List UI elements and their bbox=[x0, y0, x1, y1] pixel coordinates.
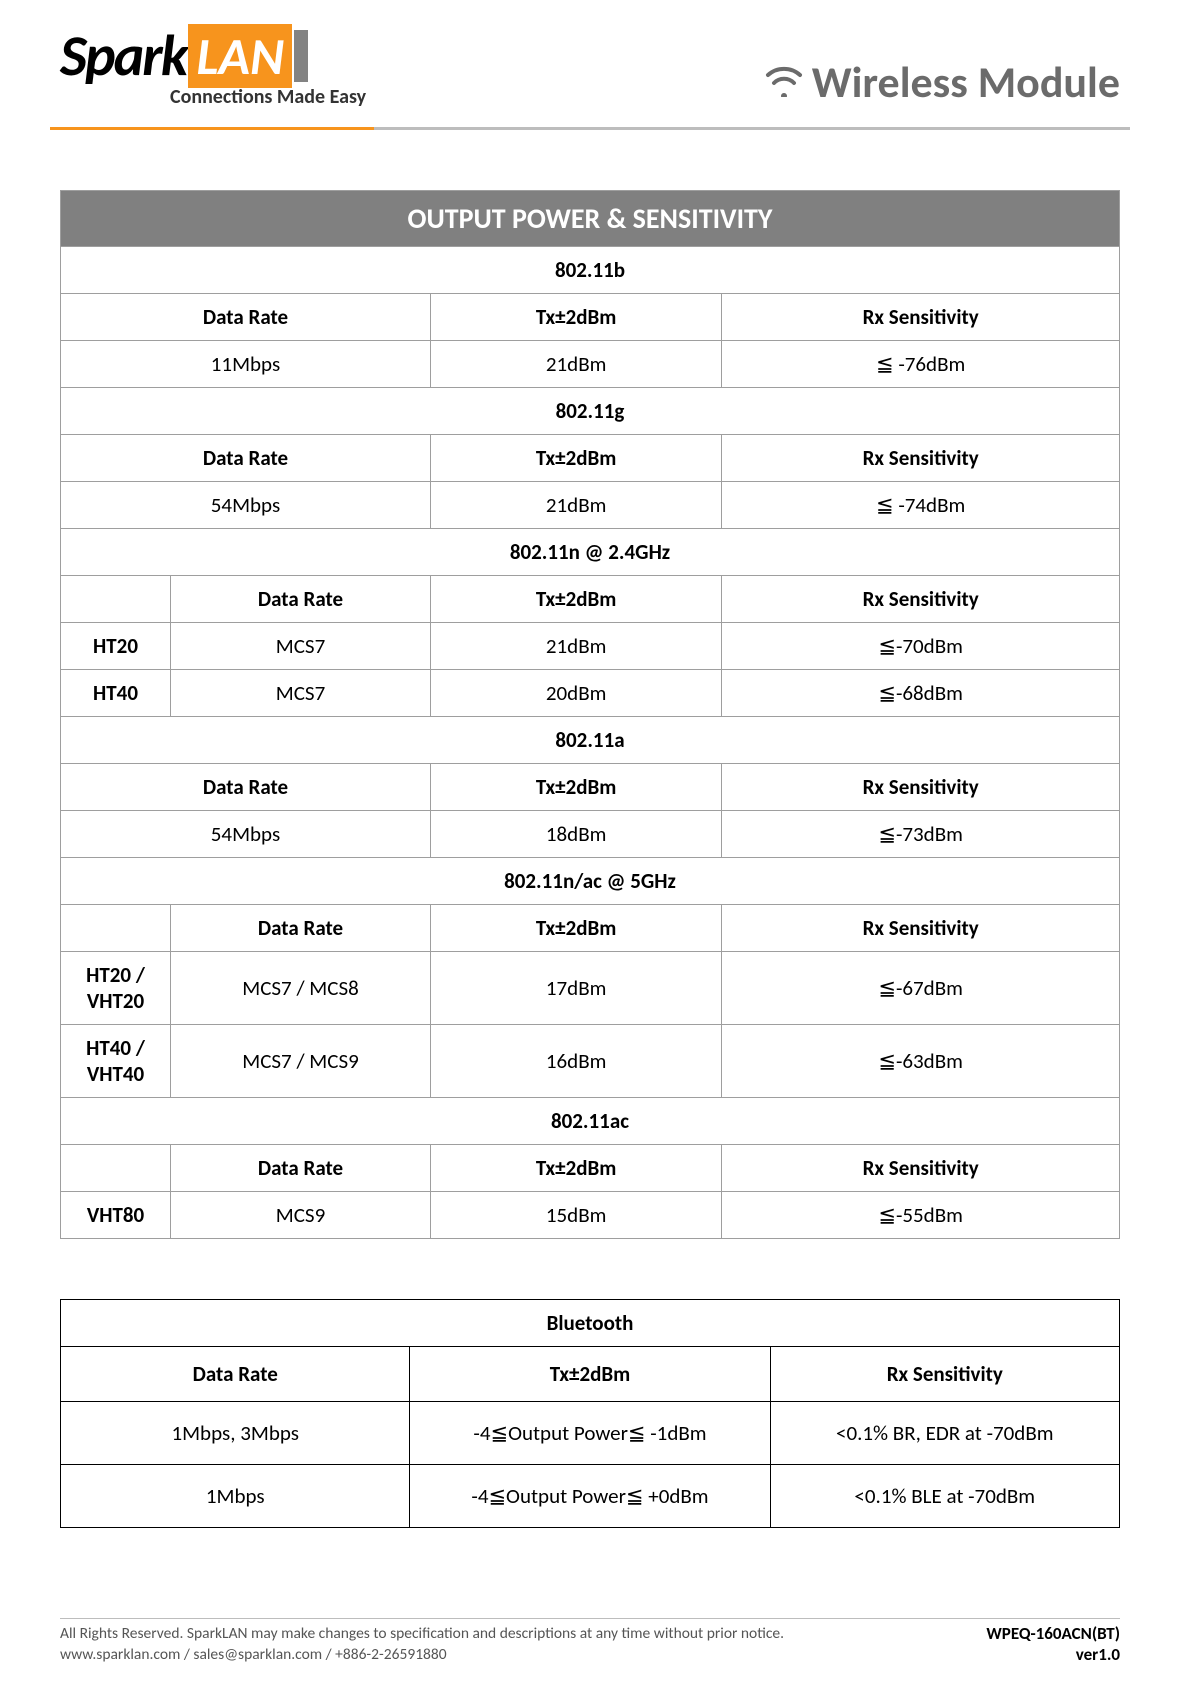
cell-rate: MCS7 / MCS8 bbox=[171, 952, 431, 1025]
col-data-rate: Data Rate bbox=[61, 435, 431, 482]
cell-rate: 54Mbps bbox=[61, 482, 431, 529]
col-rx: Rx Sensitivity bbox=[722, 435, 1120, 482]
footer-version: ver1.0 bbox=[986, 1644, 1120, 1665]
footer-left: All Rights Reserved. SparkLAN may make c… bbox=[60, 1623, 784, 1666]
section-80211nac-5: 802.11n/ac @ 5GHz bbox=[61, 858, 1120, 905]
cell-tx: 21dBm bbox=[431, 341, 722, 388]
cell-rx: ≦ -76dBm bbox=[722, 341, 1120, 388]
cell-rx: ≦-63dBm bbox=[722, 1025, 1120, 1098]
header-title-text: Wireless Module bbox=[812, 55, 1120, 109]
footer-model: WPEQ-160ACN(BT) bbox=[986, 1623, 1120, 1644]
page-footer: All Rights Reserved. SparkLAN may make c… bbox=[0, 1618, 1180, 1666]
content: OUTPUT POWER & SENSITIVITY 802.11b Data … bbox=[0, 130, 1180, 1528]
table-row: 11Mbps 21dBm ≦ -76dBm bbox=[61, 341, 1120, 388]
cell-mode: HT40 bbox=[61, 670, 171, 717]
col-tx: Tx±2dBm bbox=[431, 905, 722, 952]
section-80211a: 802.11a bbox=[61, 717, 1120, 764]
logo: Spark LAN Connections Made Easy bbox=[60, 20, 366, 109]
logo-bar-icon bbox=[294, 30, 308, 82]
table-row: HT20 / VHT20 MCS7 / MCS8 17dBm ≦-67dBm bbox=[61, 952, 1120, 1025]
table-row: VHT80 MCS9 15dBm ≦-55dBm bbox=[61, 1192, 1120, 1239]
col-rx: Rx Sensitivity bbox=[722, 1145, 1120, 1192]
col-blank bbox=[61, 905, 171, 952]
cell-tx: 17dBm bbox=[431, 952, 722, 1025]
col-rx: Rx Sensitivity bbox=[722, 905, 1120, 952]
table-row: HT20 MCS7 21dBm ≦-70dBm bbox=[61, 623, 1120, 670]
section-80211g: 802.11g bbox=[61, 388, 1120, 435]
header-title: Wireless Module bbox=[764, 55, 1120, 109]
col-tx: Tx±2dBm bbox=[431, 435, 722, 482]
col-data-rate: Data Rate bbox=[61, 294, 431, 341]
footer-rule bbox=[60, 1618, 1120, 1619]
col-tx: Tx±2dBm bbox=[410, 1347, 770, 1402]
wifi-icon bbox=[764, 55, 804, 109]
cell-rate: 11Mbps bbox=[61, 341, 431, 388]
col-data-rate: Data Rate bbox=[171, 905, 431, 952]
cell-tx: -4≦Output Power≦ -1dBm bbox=[410, 1402, 770, 1465]
cell-rate: 1Mbps bbox=[61, 1465, 410, 1528]
cell-rate: MCS9 bbox=[171, 1192, 431, 1239]
logo-text-lan: LAN bbox=[188, 24, 292, 88]
col-rx: Rx Sensitivity bbox=[722, 294, 1120, 341]
cell-rate: 1Mbps, 3Mbps bbox=[61, 1402, 410, 1465]
footer-contact: www.sparklan.com / sales@sparklan.com / … bbox=[60, 1644, 784, 1666]
col-blank bbox=[61, 1145, 171, 1192]
cell-tx: 18dBm bbox=[431, 811, 722, 858]
table2-title: Bluetooth bbox=[61, 1300, 1120, 1347]
col-rx: Rx Sensitivity bbox=[770, 1347, 1119, 1402]
col-rx: Rx Sensitivity bbox=[722, 764, 1120, 811]
table-row: 54Mbps 18dBm ≦-73dBm bbox=[61, 811, 1120, 858]
table-row: 1Mbps -4≦Output Power≦ +0dBm <0.1% BLE a… bbox=[61, 1465, 1120, 1528]
cell-rate: MCS7 / MCS9 bbox=[171, 1025, 431, 1098]
cell-tx: 21dBm bbox=[431, 482, 722, 529]
table-row: HT40 / VHT40 MCS7 / MCS9 16dBm ≦-63dBm bbox=[61, 1025, 1120, 1098]
bluetooth-table: Bluetooth Data Rate Tx±2dBm Rx Sensitivi… bbox=[60, 1299, 1120, 1528]
footer-disclaimer: All Rights Reserved. SparkLAN may make c… bbox=[60, 1623, 784, 1645]
cell-rx: ≦-67dBm bbox=[722, 952, 1120, 1025]
footer-right: WPEQ-160ACN(BT) ver1.0 bbox=[986, 1623, 1120, 1665]
cell-rx: ≦-68dBm bbox=[722, 670, 1120, 717]
col-blank bbox=[61, 576, 171, 623]
cell-rx: ≦ -74dBm bbox=[722, 482, 1120, 529]
cell-rate: 54Mbps bbox=[61, 811, 431, 858]
col-tx: Tx±2dBm bbox=[431, 764, 722, 811]
col-rx: Rx Sensitivity bbox=[722, 576, 1120, 623]
table-row: HT40 MCS7 20dBm ≦-68dBm bbox=[61, 670, 1120, 717]
logo-main: Spark LAN bbox=[60, 20, 366, 91]
col-data-rate: Data Rate bbox=[171, 576, 431, 623]
col-data-rate: Data Rate bbox=[61, 1347, 410, 1402]
cell-tx: 15dBm bbox=[431, 1192, 722, 1239]
cell-rx: ≦-73dBm bbox=[722, 811, 1120, 858]
cell-rx: ≦-55dBm bbox=[722, 1192, 1120, 1239]
section-80211b: 802.11b bbox=[61, 247, 1120, 294]
cell-rx: <0.1% BR, EDR at -70dBm bbox=[770, 1402, 1119, 1465]
cell-tx: 16dBm bbox=[431, 1025, 722, 1098]
col-data-rate: Data Rate bbox=[61, 764, 431, 811]
logo-text-spark: Spark bbox=[60, 20, 186, 91]
page-header: Spark LAN Connections Made Easy Wireless… bbox=[0, 0, 1180, 119]
cell-mode: HT20 bbox=[61, 623, 171, 670]
cell-rx: ≦-70dBm bbox=[722, 623, 1120, 670]
col-tx: Tx±2dBm bbox=[431, 576, 722, 623]
col-data-rate: Data Rate bbox=[171, 1145, 431, 1192]
output-power-table: OUTPUT POWER & SENSITIVITY 802.11b Data … bbox=[60, 190, 1120, 1239]
col-tx: Tx±2dBm bbox=[431, 294, 722, 341]
cell-tx: -4≦Output Power≦ +0dBm bbox=[410, 1465, 770, 1528]
section-80211ac: 802.11ac bbox=[61, 1098, 1120, 1145]
cell-rate: MCS7 bbox=[171, 670, 431, 717]
cell-mode: HT20 / VHT20 bbox=[61, 952, 171, 1025]
cell-rx: <0.1% BLE at -70dBm bbox=[770, 1465, 1119, 1528]
cell-tx: 21dBm bbox=[431, 623, 722, 670]
table-row: 1Mbps, 3Mbps -4≦Output Power≦ -1dBm <0.1… bbox=[61, 1402, 1120, 1465]
table1-title: OUTPUT POWER & SENSITIVITY bbox=[61, 191, 1120, 247]
cell-tx: 20dBm bbox=[431, 670, 722, 717]
logo-tagline: Connections Made Easy bbox=[170, 85, 366, 109]
col-tx: Tx±2dBm bbox=[431, 1145, 722, 1192]
cell-rate: MCS7 bbox=[171, 623, 431, 670]
cell-mode: HT40 / VHT40 bbox=[61, 1025, 171, 1098]
table-row: 54Mbps 21dBm ≦ -74dBm bbox=[61, 482, 1120, 529]
section-80211n-24: 802.11n @ 2.4GHz bbox=[61, 529, 1120, 576]
cell-mode: VHT80 bbox=[61, 1192, 171, 1239]
